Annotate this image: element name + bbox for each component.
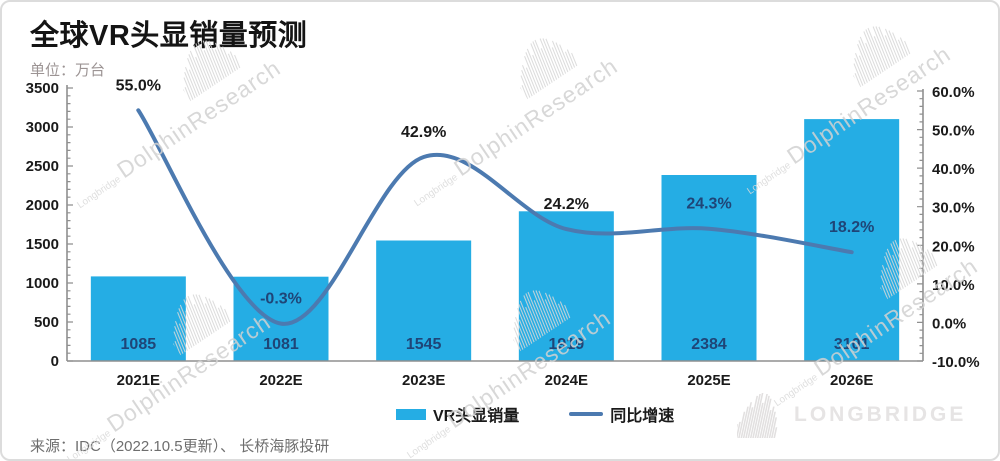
growth-line — [136, 108, 854, 326]
y-right-tick-label: 30.0% — [932, 200, 975, 217]
y-left-tick-label: 1500 — [26, 236, 59, 253]
bar-series-swatch — [396, 408, 426, 420]
axis-ticks — [67, 87, 923, 362]
legend-item-sales: VR头显销量 — [396, 402, 519, 426]
y-left-tick-label: 1000 — [26, 275, 59, 292]
x-axis-label: 2026E — [830, 372, 873, 389]
unit-label: 单位：万台 — [30, 62, 106, 79]
growth-point-label: -0.3% — [260, 291, 302, 308]
y-left-tick-label: 500 — [34, 314, 59, 331]
y-left-tick-label: 2500 — [26, 158, 59, 175]
y-left-tick-label: 3500 — [26, 80, 59, 97]
source-note: 来源：IDC（2022.10.5更新）、 长桥海豚投研 — [30, 438, 330, 455]
bar-value-label: 3101 — [834, 336, 870, 353]
bar-value-label: 1545 — [406, 336, 442, 353]
bar-value-label: 1081 — [263, 336, 299, 353]
axis-lines — [66, 85, 924, 362]
x-axis-label: 2025E — [687, 372, 730, 389]
x-axis-label: 2024E — [545, 372, 588, 389]
x-axis-label: 2022E — [259, 372, 302, 389]
bar-2026E — [804, 119, 900, 361]
bar-2021E — [90, 276, 186, 361]
y-right-tick-label: 40.0% — [932, 161, 975, 178]
legend: VR头显销量 同比增速 — [396, 402, 674, 426]
bar-value-label: 1085 — [121, 336, 157, 353]
bar-value-label: 2384 — [691, 336, 727, 353]
bar-2025E — [661, 175, 757, 361]
bar-2022E — [233, 276, 329, 361]
y-left-tick-label: 3000 — [26, 119, 59, 136]
bar-value-label: 1919 — [549, 336, 585, 353]
y-right-tick-label: -10.0% — [932, 354, 980, 371]
legend-label-growth: 同比增速 — [610, 408, 675, 425]
growth-point-label: 18.2% — [829, 219, 874, 236]
legend-label-sales: VR头显销量 — [433, 408, 520, 425]
growth-point-label: 24.2% — [544, 196, 589, 213]
line-series-swatch — [569, 412, 604, 416]
legend-item-growth: 同比增速 — [569, 402, 674, 426]
y-left-tick-label: 0 — [51, 353, 59, 370]
y-right-tick-label: 10.0% — [932, 277, 975, 294]
x-axis-label: 2023E — [402, 372, 445, 389]
y-right-tick-label: 50.0% — [932, 123, 975, 140]
x-axis-label: 2021E — [117, 372, 160, 389]
growth-point-label: 55.0% — [116, 77, 161, 94]
page-title: 全球VR头显销量预测 — [30, 20, 308, 52]
y-right-tick-label: 60.0% — [932, 84, 975, 101]
y-right-tick-label: 20.0% — [932, 238, 975, 255]
bar-2023E — [376, 240, 472, 361]
y-left-tick-label: 2000 — [26, 197, 59, 214]
y-right-tick-label: 0.0% — [932, 315, 966, 332]
growth-point-label: 42.9% — [401, 124, 446, 141]
growth-point-label: 24.3% — [686, 196, 731, 213]
